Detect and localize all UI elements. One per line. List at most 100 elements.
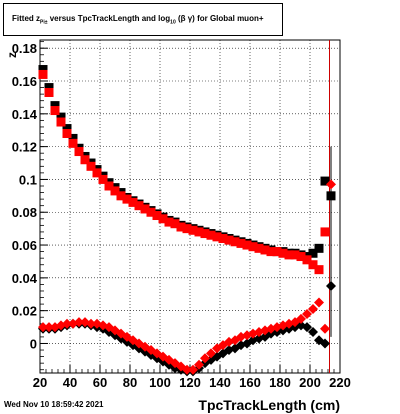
y-tick-label: 0.16	[12, 74, 37, 89]
data-point-diamond	[38, 322, 48, 333]
y-tick-label: 0.08	[12, 205, 37, 220]
x-tick-label: 120	[179, 375, 201, 390]
data-point-diamond	[182, 364, 192, 375]
data-point-square	[158, 214, 168, 224]
y-tick-label: 0	[30, 336, 37, 351]
data-point-square	[74, 147, 84, 157]
data-point-square	[86, 161, 96, 171]
data-point-square	[110, 186, 120, 196]
data-point-square	[122, 194, 132, 204]
data-point-square	[326, 191, 336, 201]
data-point-square	[56, 117, 66, 127]
x-tick-label: 100	[149, 375, 171, 390]
x-tick-label: 20	[33, 375, 47, 390]
data-point-square	[44, 83, 54, 93]
y-axis-label: z	[5, 52, 19, 58]
data-point-square	[224, 235, 234, 245]
data-point-diamond	[206, 348, 216, 359]
data-point-diamond	[86, 318, 96, 329]
data-point-square	[284, 250, 294, 260]
data-point-diamond	[314, 297, 324, 308]
data-point-square	[50, 101, 60, 111]
data-point-square	[212, 232, 222, 242]
data-point-square	[272, 247, 282, 257]
x-axis-label: TpcTrackLength (cm)	[198, 397, 340, 413]
data-point-square	[104, 181, 114, 191]
data-point-diamond	[308, 326, 318, 337]
data-point-diamond	[320, 323, 330, 334]
x-tick-label: 220	[329, 375, 351, 390]
data-point-square	[92, 168, 102, 178]
data-point-square	[218, 233, 228, 243]
data-point-diamond	[308, 304, 318, 315]
data-point-diamond	[302, 308, 312, 319]
data-point-square	[128, 197, 138, 207]
x-tick-label: 200	[299, 375, 321, 390]
data-point-square	[182, 224, 192, 234]
data-point-diamond	[62, 318, 72, 329]
data-point-square	[248, 242, 258, 252]
x-tick-label: 40	[63, 375, 77, 390]
data-point-square	[38, 65, 48, 75]
data-point-diamond	[74, 317, 84, 328]
data-point-square	[320, 227, 330, 237]
data-point-square	[302, 255, 312, 265]
data-point-square	[314, 265, 324, 275]
data-point-diamond	[188, 364, 198, 375]
data-point-square	[164, 217, 174, 227]
data-point-square	[308, 260, 318, 270]
data-point-square	[56, 112, 66, 122]
data-point-diamond	[320, 338, 330, 349]
data-point-square	[38, 69, 48, 79]
x-tick-label: 60	[93, 375, 107, 390]
x-tick-label: 180	[269, 375, 291, 390]
y-tick-label: 0.18	[12, 41, 37, 56]
data-point-square	[68, 133, 78, 143]
data-point-square	[194, 227, 204, 237]
x-tick-label: 80	[123, 375, 137, 390]
data-point-square	[230, 237, 240, 247]
data-point-square	[62, 124, 72, 134]
data-point-square	[200, 229, 210, 239]
data-point-square	[260, 245, 270, 255]
data-point-square	[146, 207, 156, 217]
x-tick-label: 140	[209, 375, 231, 390]
data-point-square	[50, 106, 60, 116]
data-point-diamond	[326, 281, 336, 292]
data-point-diamond	[200, 353, 210, 364]
data-point-square	[152, 211, 162, 221]
data-point-diamond	[296, 313, 306, 324]
data-point-square	[278, 248, 288, 258]
y-tick-label: 0.06	[12, 238, 37, 253]
chart-title: Fitted zPi± versus TpcTrackLength and lo…	[12, 14, 264, 26]
chart-title-box: Fitted zPi± versus TpcTrackLength and lo…	[3, 3, 283, 36]
data-point-square	[206, 230, 216, 240]
data-point-square	[290, 250, 300, 260]
data-point-square	[80, 155, 90, 165]
datestamp: Wed Nov 10 18:59:42 2021	[4, 400, 104, 409]
plot-frame	[39, 39, 341, 374]
y-tick-label: 0.1	[19, 172, 37, 187]
data-point-square	[254, 243, 264, 253]
data-point-square	[308, 248, 318, 258]
y-tick-label: 0.02	[12, 304, 37, 319]
y-tick-label: 0.14	[12, 107, 38, 122]
y-tick-label: 0.04	[12, 271, 38, 286]
data-point-square	[314, 243, 324, 253]
data-point-square	[170, 219, 180, 229]
data-point-square	[68, 138, 78, 148]
data-point-diamond	[194, 359, 204, 370]
data-point-square	[188, 225, 198, 235]
data-point-square	[320, 176, 330, 186]
data-point-diamond	[326, 179, 336, 190]
data-point-square	[44, 87, 54, 97]
data-point-square	[236, 238, 246, 248]
data-point-square	[98, 174, 108, 184]
data-point-square	[134, 201, 144, 211]
data-point-square	[62, 129, 72, 139]
data-point-square	[266, 247, 276, 257]
data-point-diamond	[302, 322, 312, 333]
data-point-square	[116, 191, 126, 201]
y-tick-label: 0.12	[12, 140, 37, 155]
